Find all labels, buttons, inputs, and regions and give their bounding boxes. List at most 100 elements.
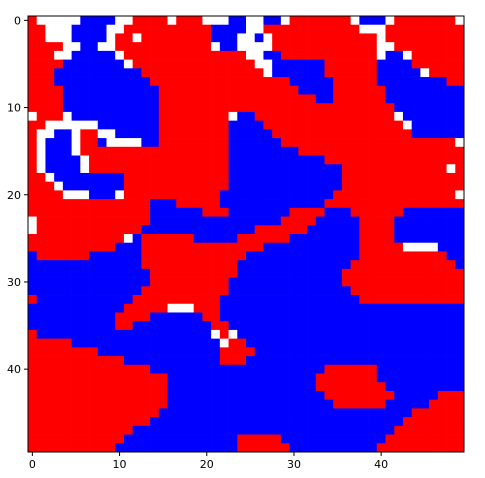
heatmap-cell <box>368 33 378 43</box>
heatmap-cell <box>211 277 221 287</box>
heatmap-cell <box>341 138 351 148</box>
heatmap-cell <box>289 225 299 235</box>
heatmap-cell <box>167 321 177 331</box>
heatmap-cell <box>228 33 238 43</box>
heatmap-cell <box>341 172 351 183</box>
heatmap-cell <box>429 286 439 296</box>
heatmap-cell <box>307 164 317 174</box>
heatmap-cell <box>455 312 465 322</box>
heatmap-cell <box>237 356 247 366</box>
heatmap-cell <box>132 329 142 339</box>
heatmap-cell <box>36 77 46 87</box>
heatmap-cell <box>97 312 107 322</box>
heatmap-cell <box>446 399 456 409</box>
heatmap-cell <box>237 33 247 43</box>
heatmap-cell <box>184 181 195 191</box>
heatmap-cell <box>411 443 421 453</box>
heatmap-cell <box>359 24 369 34</box>
heatmap-cell <box>167 24 177 34</box>
heatmap-cell <box>158 146 168 156</box>
heatmap-cell <box>28 146 38 156</box>
heatmap-cell <box>368 338 378 348</box>
heatmap-cell <box>36 68 46 78</box>
heatmap-cell <box>89 103 99 113</box>
heatmap-cell <box>62 172 72 183</box>
heatmap-cell <box>446 347 456 357</box>
heatmap-cell <box>315 33 325 43</box>
heatmap-cell <box>106 286 116 296</box>
heatmap-cell <box>202 260 212 270</box>
heatmap-cell <box>385 260 395 270</box>
heatmap-cell <box>263 138 273 148</box>
heatmap-cell <box>202 50 212 60</box>
heatmap-cell <box>176 103 186 113</box>
heatmap-cell <box>150 443 160 453</box>
heatmap-cell <box>368 129 378 139</box>
heatmap-cell <box>394 234 404 244</box>
heatmap-cell <box>176 329 186 339</box>
heatmap-cell <box>141 425 151 435</box>
heatmap-cell <box>359 164 369 174</box>
heatmap-cell <box>420 68 430 78</box>
heatmap-cell <box>158 417 168 427</box>
heatmap-cell <box>36 16 46 26</box>
heatmap-cell <box>455 303 465 313</box>
heatmap-cell <box>158 120 168 130</box>
heatmap-cell <box>71 425 81 435</box>
heatmap-cell <box>237 138 247 148</box>
heatmap-cell <box>368 50 378 60</box>
heatmap-cell <box>158 103 168 113</box>
heatmap-cell <box>71 286 81 296</box>
heatmap-cell <box>158 251 168 261</box>
heatmap-cell <box>280 356 290 366</box>
heatmap-cell <box>315 225 325 235</box>
heatmap-cell <box>254 373 264 383</box>
heatmap-cell <box>167 16 177 26</box>
heatmap-cell <box>246 286 256 296</box>
heatmap-cell <box>228 347 238 357</box>
heatmap-cell <box>28 286 38 296</box>
heatmap-cell <box>263 146 273 156</box>
heatmap-cell <box>333 190 343 200</box>
heatmap-cell <box>80 364 90 374</box>
y-tick-label: 40 <box>7 363 21 376</box>
heatmap-cell <box>97 364 107 374</box>
heatmap-cell <box>280 94 290 104</box>
heatmap-cell <box>71 390 81 401</box>
heatmap-cell <box>315 120 325 130</box>
heatmap-cell <box>184 94 195 104</box>
heatmap-cell <box>437 77 447 87</box>
heatmap-cell <box>106 277 116 287</box>
heatmap-cell <box>246 425 256 435</box>
heatmap-cell <box>359 103 369 113</box>
heatmap-cell <box>228 338 238 348</box>
heatmap-cell <box>167 417 177 427</box>
heatmap-cell <box>298 425 308 435</box>
heatmap-cell <box>368 303 378 313</box>
heatmap-cell <box>350 312 360 322</box>
heatmap-cell <box>237 68 247 78</box>
heatmap-cell <box>54 129 64 139</box>
heatmap-cell <box>411 16 421 26</box>
heatmap-cell <box>420 399 430 409</box>
heatmap-cell <box>28 303 38 313</box>
heatmap-cell <box>420 120 430 130</box>
heatmap-cell <box>315 24 325 34</box>
heatmap-cell <box>263 85 273 95</box>
heatmap-cell <box>272 286 282 296</box>
heatmap-cell <box>333 120 343 130</box>
heatmap-cell <box>350 16 360 26</box>
heatmap-cell <box>184 42 195 52</box>
heatmap-cell <box>36 277 46 287</box>
heatmap-cell <box>341 190 351 200</box>
heatmap-cell <box>446 277 456 287</box>
heatmap-cell <box>246 164 256 174</box>
heatmap-cell <box>411 129 421 139</box>
heatmap-cell <box>219 207 229 217</box>
heatmap-cell <box>89 190 99 200</box>
heatmap-cell <box>28 129 38 139</box>
heatmap-cell <box>123 85 133 95</box>
heatmap-cell <box>289 207 299 217</box>
heatmap-cell <box>359 399 369 409</box>
heatmap-cell <box>141 172 151 183</box>
